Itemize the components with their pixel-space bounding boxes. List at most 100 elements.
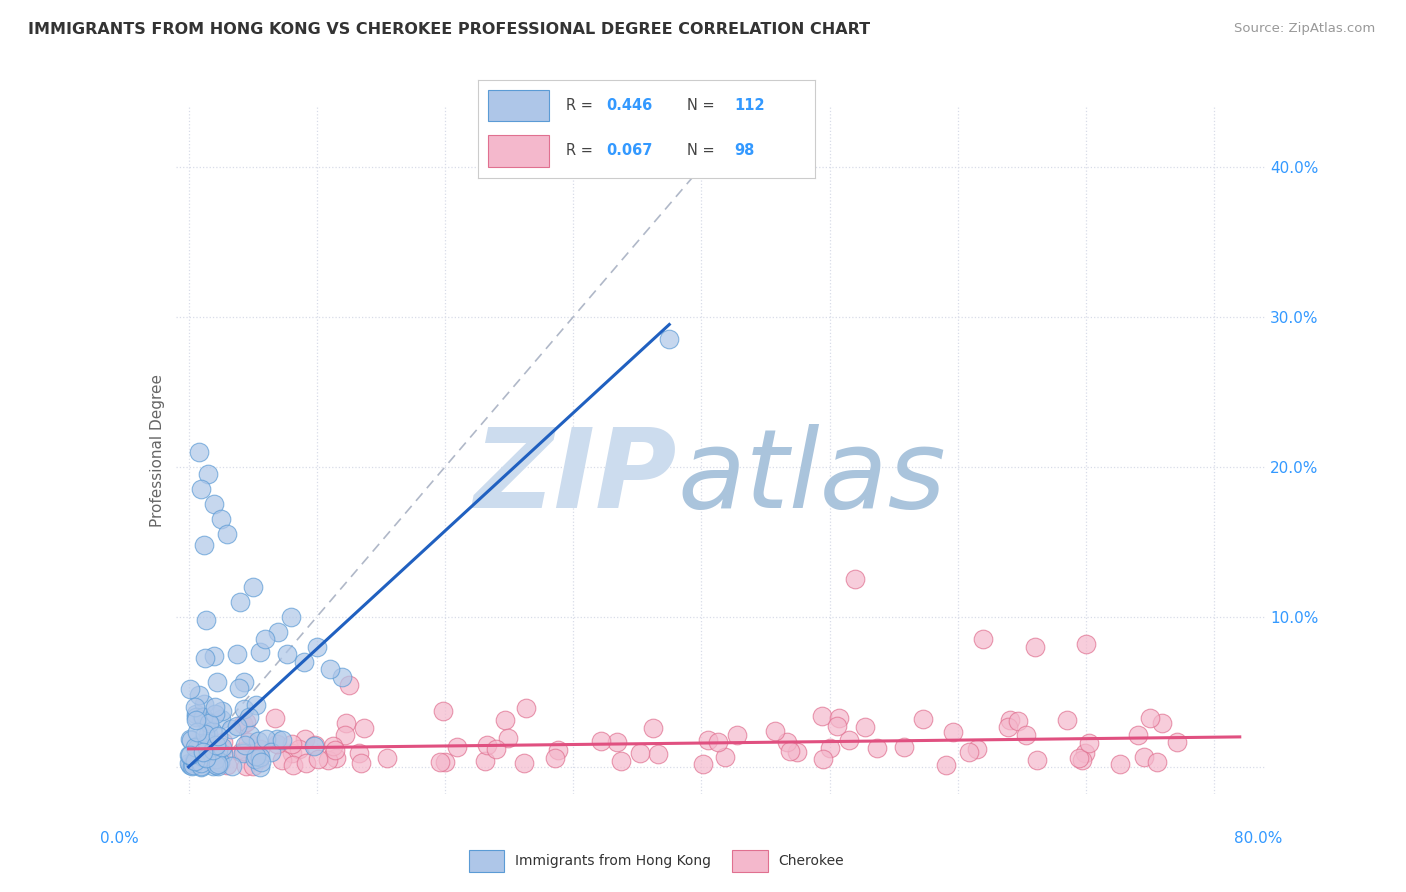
Point bbox=[838, 733, 860, 747]
Point bbox=[229, 745, 252, 759]
Point bbox=[280, 610, 302, 624]
Point bbox=[209, 512, 232, 526]
Point bbox=[246, 734, 269, 748]
Point bbox=[193, 750, 215, 764]
Bar bbox=[733, 849, 768, 872]
Point bbox=[972, 632, 994, 647]
Point bbox=[179, 731, 201, 746]
Point bbox=[184, 713, 207, 727]
Point bbox=[658, 333, 681, 347]
Point bbox=[318, 662, 340, 676]
Point bbox=[179, 757, 201, 772]
Point bbox=[245, 698, 267, 712]
Text: IMMIGRANTS FROM HONG KONG VS CHEROKEE PROFESSIONAL DEGREE CORRELATION CHART: IMMIGRANTS FROM HONG KONG VS CHEROKEE PR… bbox=[28, 22, 870, 37]
Text: 112: 112 bbox=[734, 98, 765, 113]
Point bbox=[235, 759, 257, 773]
Point bbox=[292, 655, 315, 669]
Point bbox=[335, 715, 357, 730]
Text: 80.0%: 80.0% bbox=[1234, 831, 1282, 847]
Point bbox=[190, 738, 212, 752]
Point bbox=[349, 756, 371, 770]
Point bbox=[308, 752, 330, 766]
Point bbox=[294, 732, 316, 747]
Point bbox=[1126, 727, 1149, 741]
Point bbox=[245, 752, 267, 766]
Text: ZIP: ZIP bbox=[474, 425, 678, 532]
Point bbox=[184, 739, 207, 754]
Point bbox=[190, 759, 212, 773]
Point bbox=[271, 732, 294, 747]
Point bbox=[194, 651, 217, 665]
Point bbox=[187, 445, 209, 459]
Point bbox=[281, 758, 304, 772]
Point bbox=[811, 709, 834, 723]
Text: 0.067: 0.067 bbox=[606, 144, 652, 159]
Point bbox=[183, 755, 205, 769]
Text: R =: R = bbox=[565, 144, 598, 159]
Text: Source: ZipAtlas.com: Source: ZipAtlas.com bbox=[1234, 22, 1375, 36]
Point bbox=[942, 725, 965, 739]
Point bbox=[188, 742, 211, 756]
Point bbox=[249, 645, 271, 659]
Point bbox=[184, 710, 207, 724]
Text: R =: R = bbox=[565, 98, 598, 113]
Point bbox=[1024, 640, 1046, 654]
Point bbox=[288, 742, 311, 756]
Point bbox=[191, 709, 214, 723]
Point bbox=[1056, 713, 1078, 727]
Point bbox=[1071, 753, 1094, 767]
Point bbox=[197, 727, 219, 741]
Point bbox=[191, 710, 214, 724]
Point bbox=[179, 681, 201, 696]
Text: N =: N = bbox=[688, 144, 720, 159]
Point bbox=[266, 732, 288, 747]
Point bbox=[209, 712, 232, 726]
Point bbox=[893, 739, 915, 754]
Point bbox=[225, 719, 247, 733]
Point bbox=[202, 759, 225, 773]
Text: 98: 98 bbox=[734, 144, 755, 159]
Point bbox=[270, 753, 292, 767]
Point bbox=[957, 745, 980, 759]
Point bbox=[763, 723, 786, 738]
Point bbox=[181, 758, 204, 772]
Point bbox=[998, 713, 1021, 727]
Point bbox=[776, 735, 799, 749]
Point bbox=[215, 758, 238, 772]
Point bbox=[190, 756, 212, 770]
Point bbox=[335, 728, 357, 742]
Point bbox=[332, 670, 354, 684]
Point bbox=[183, 756, 205, 770]
Point bbox=[375, 751, 398, 765]
Point bbox=[828, 710, 851, 724]
Point bbox=[786, 745, 808, 759]
Text: Cherokee: Cherokee bbox=[778, 854, 844, 868]
Point bbox=[266, 737, 288, 751]
Point bbox=[997, 720, 1019, 734]
Point bbox=[193, 697, 215, 711]
Point bbox=[187, 755, 209, 769]
Point bbox=[202, 649, 225, 664]
Point bbox=[205, 739, 228, 753]
Point bbox=[180, 733, 202, 747]
Point bbox=[188, 737, 211, 751]
Point bbox=[494, 713, 516, 727]
Point bbox=[204, 706, 226, 721]
Bar bbox=[488, 90, 548, 121]
Point bbox=[191, 736, 214, 750]
Point bbox=[353, 721, 375, 735]
Text: Immigrants from Hong Kong: Immigrants from Hong Kong bbox=[515, 854, 710, 868]
Point bbox=[179, 756, 201, 770]
Point bbox=[779, 744, 801, 758]
Point bbox=[204, 699, 226, 714]
Point bbox=[233, 738, 256, 752]
Point bbox=[475, 738, 498, 752]
Point bbox=[186, 706, 208, 721]
Point bbox=[267, 624, 290, 639]
Point bbox=[305, 640, 328, 654]
Text: 0.446: 0.446 bbox=[606, 98, 652, 113]
Point bbox=[474, 754, 496, 768]
Point bbox=[630, 746, 652, 760]
Point bbox=[1133, 749, 1156, 764]
Point bbox=[697, 733, 720, 747]
